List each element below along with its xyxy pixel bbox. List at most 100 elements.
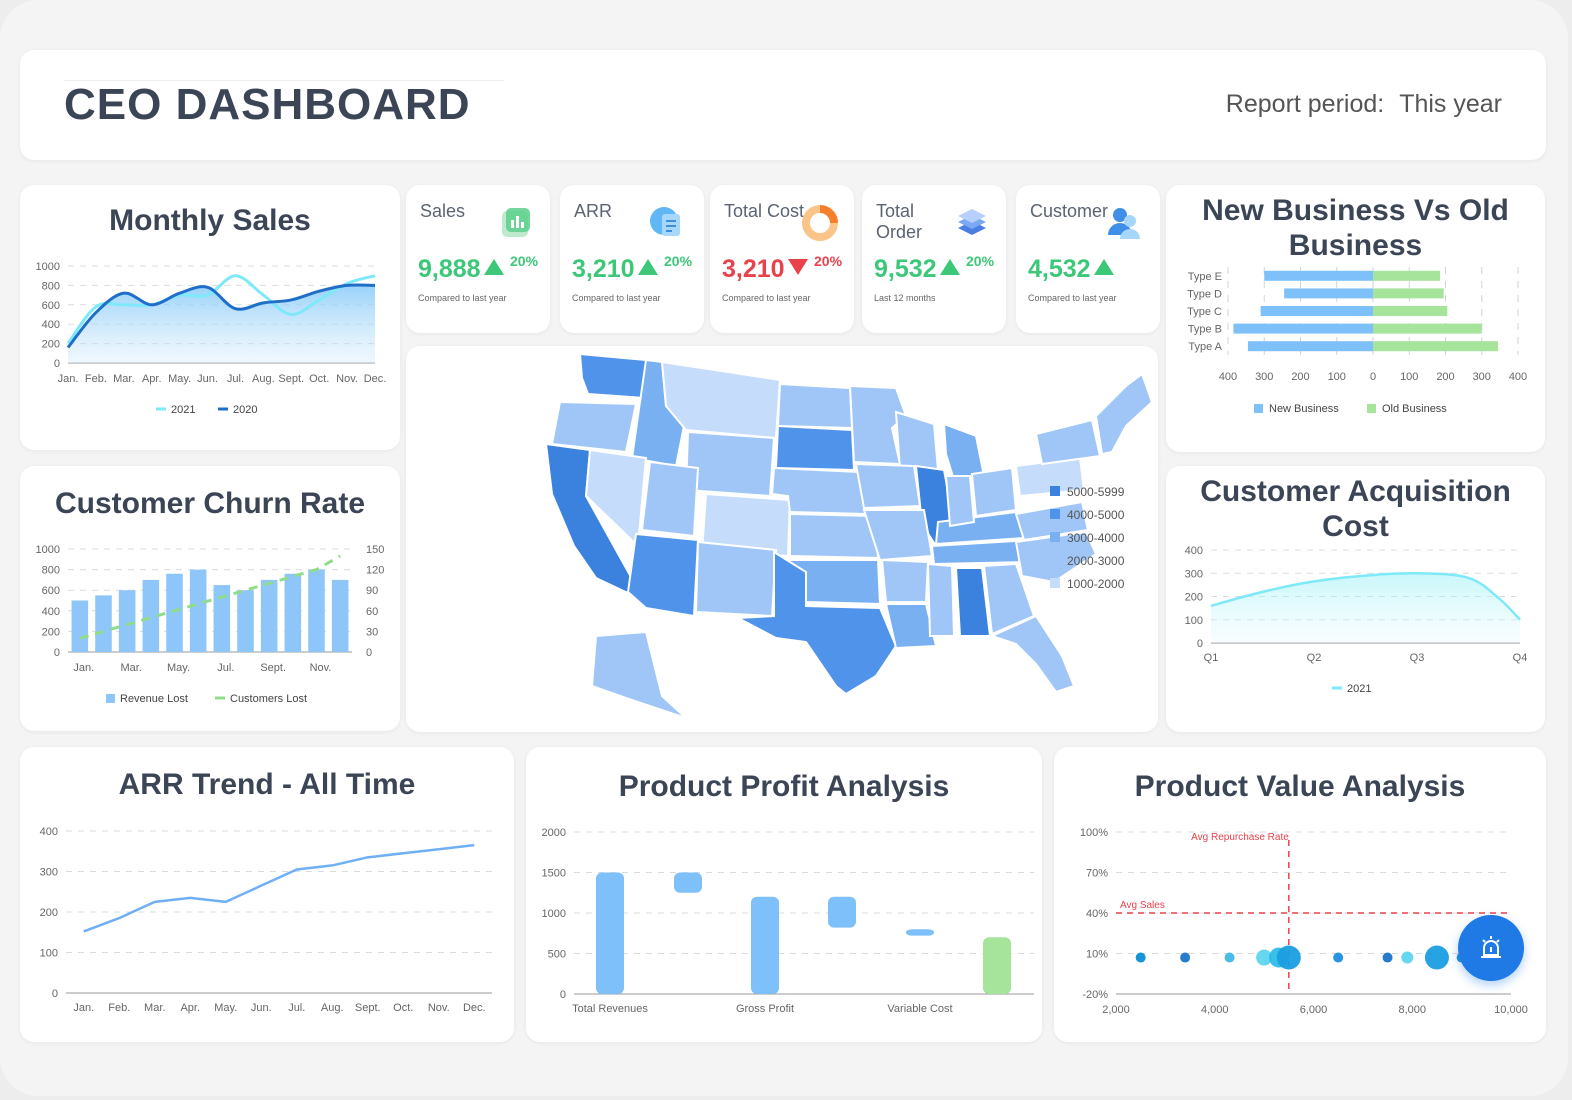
- state-oregon[interactable]: [550, 400, 638, 454]
- kpi-card-sales[interactable]: Sales 9,888 20% Compared to last year: [406, 185, 550, 333]
- y-tick-label: 800: [42, 565, 60, 577]
- state-new-mexico[interactable]: [694, 540, 778, 618]
- kpi-card-total-cost[interactable]: Total Cost 3,210 20% Compared to last ye…: [710, 185, 854, 333]
- state-kansas[interactable]: [789, 512, 880, 560]
- x-tick-label: Mar.: [113, 373, 134, 385]
- x-tick-label: Sept.: [355, 1002, 381, 1014]
- state-alaska[interactable]: [590, 630, 687, 719]
- state-michigan[interactable]: [942, 422, 986, 482]
- report-period[interactable]: Report period: This year: [1226, 90, 1502, 119]
- state-indiana[interactable]: [944, 475, 976, 528]
- scatter-point: [1333, 952, 1344, 963]
- x-tick-label: Feb.: [85, 373, 107, 385]
- alarm-icon: [1481, 936, 1501, 958]
- x-tick-label: Nov.: [310, 662, 332, 674]
- state-new-england[interactable]: [1094, 372, 1154, 456]
- map-legend-swatch: [1050, 555, 1060, 565]
- state-washington[interactable]: [578, 352, 648, 400]
- x-tick-label: Oct.: [309, 373, 329, 385]
- kpi-card-customer[interactable]: Customer 4,532 Compared to last year: [1016, 185, 1160, 333]
- state-mississippi[interactable]: [926, 562, 956, 637]
- x-tick-label: Aug.: [321, 1002, 344, 1014]
- x-tick-label: Jul.: [227, 373, 244, 385]
- kpi-value: 3,210: [722, 255, 785, 283]
- y-tick-label: 10%: [1086, 949, 1108, 961]
- line-2020: [66, 283, 376, 349]
- legend-swatch-revenue: [106, 694, 115, 703]
- x-tick-label: 400: [1509, 371, 1527, 383]
- y-tick-label: 0: [1197, 638, 1203, 650]
- alarm-button[interactable]: [1458, 915, 1524, 981]
- legend-label-customers: Customers Lost: [230, 693, 307, 705]
- legend-label-2020: 2020: [233, 404, 257, 416]
- state-arizona[interactable]: [626, 532, 700, 618]
- y-tick-label: 2000: [542, 827, 566, 839]
- us-map[interactable]: 5000-5999 4000-5000 3000-4000 2000-3000 1000…: [406, 346, 1158, 732]
- map-legend-label: 5000-5999: [1067, 485, 1125, 499]
- bar-revenue-lost: [95, 595, 112, 652]
- y-tick-label: 100: [40, 948, 58, 960]
- state-louisiana[interactable]: [884, 603, 938, 650]
- kpi-card-total-order[interactable]: Total Order 9,532 20% Last 12 months: [862, 185, 1006, 333]
- y-tick-label: Type C: [1187, 306, 1222, 318]
- map-legend-label: 3000-4000: [1067, 531, 1125, 545]
- bar-revenue-lost: [71, 600, 89, 652]
- bar-old-business: [1373, 306, 1448, 316]
- cac-card: Customer Acquisition Cost 0 100 200 300 400 Q…: [1166, 466, 1545, 732]
- x-tick-label: 2,000: [1102, 1004, 1130, 1016]
- bar-old-business: [1373, 270, 1441, 281]
- x-tick-label: Sept.: [260, 662, 286, 674]
- new-vs-old-card: New Business Vs Old Business 400 300 200 10…: [1166, 185, 1545, 452]
- bar-revenue-lost: [237, 590, 254, 652]
- y-tick-label: 70%: [1086, 868, 1108, 880]
- y2-tick-label: 30: [366, 626, 378, 638]
- x-tick-label: 6,000: [1300, 1004, 1328, 1016]
- x-tick-label: Total Revenues: [572, 1003, 648, 1015]
- state-ohio[interactable]: [970, 466, 1018, 518]
- x-tick-label: 300: [1255, 371, 1273, 383]
- state-colorado[interactable]: [700, 492, 792, 558]
- profit-card: Product Profit Analysis 0 500 1000 1500 2000…: [526, 747, 1042, 1042]
- x-tick-label: Aug.: [252, 373, 275, 385]
- state-wyoming[interactable]: [684, 430, 776, 498]
- x-tick-label: Mar.: [120, 662, 141, 674]
- state-virginia[interactable]: [1014, 500, 1090, 542]
- document-icon: [650, 207, 680, 236]
- scatter-point: [1276, 945, 1301, 970]
- state-north-dakota[interactable]: [776, 382, 854, 430]
- ref-label-repurchase: Avg Repurchase Rate: [1191, 832, 1289, 843]
- bar-revenue-lost: [142, 579, 160, 652]
- state-iowa[interactable]: [854, 462, 922, 510]
- y-tick-label: 200: [42, 626, 60, 638]
- trend-up-icon: [638, 259, 658, 275]
- x-tick-label: Jan.: [73, 662, 94, 674]
- state-missouri[interactable]: [862, 509, 934, 562]
- x-tick-label: 8,000: [1398, 1004, 1426, 1016]
- report-period-value[interactable]: This year: [1399, 90, 1502, 118]
- y-tick-label: 800: [42, 280, 60, 292]
- layers-icon: [958, 209, 986, 235]
- value-card: Product Value Analysis -20% 10% 40% 70% 100%…: [1054, 747, 1546, 1042]
- state-texas[interactable]: [734, 550, 898, 696]
- state-new-york[interactable]: [1034, 418, 1102, 466]
- state-minnesota[interactable]: [848, 384, 908, 466]
- state-utah[interactable]: [640, 460, 700, 538]
- x-tick-label: Jan.: [73, 1002, 94, 1014]
- state-south-dakota[interactable]: [774, 424, 856, 472]
- scatter-point: [1224, 952, 1235, 963]
- x-tick-label: 4,000: [1201, 1004, 1229, 1016]
- map-legend-swatch: [1050, 578, 1060, 588]
- bar-revenue-lost: [331, 579, 349, 652]
- line-2021: [66, 274, 376, 345]
- state-wisconsin[interactable]: [894, 410, 940, 471]
- profit-chart: 0 500 1000 1500 2000 Total Revenues Gross Prof…: [542, 827, 1034, 1015]
- x-tick-label: 200: [1291, 371, 1309, 383]
- y-tick-label: 300: [40, 867, 58, 879]
- header-bar: CEO DASHBOARD Report period: This year: [20, 50, 1546, 160]
- state-florida[interactable]: [989, 614, 1076, 694]
- kpi-card-arr[interactable]: ARR 3,210 20% Compared to last year: [560, 185, 704, 333]
- waterfall-bar: [983, 937, 1011, 994]
- state-arkansas[interactable]: [880, 558, 930, 603]
- x-tick-label: 300: [1473, 371, 1491, 383]
- us-map-card: 5000-5999 4000-5000 3000-4000 2000-3000 1000…: [406, 346, 1158, 732]
